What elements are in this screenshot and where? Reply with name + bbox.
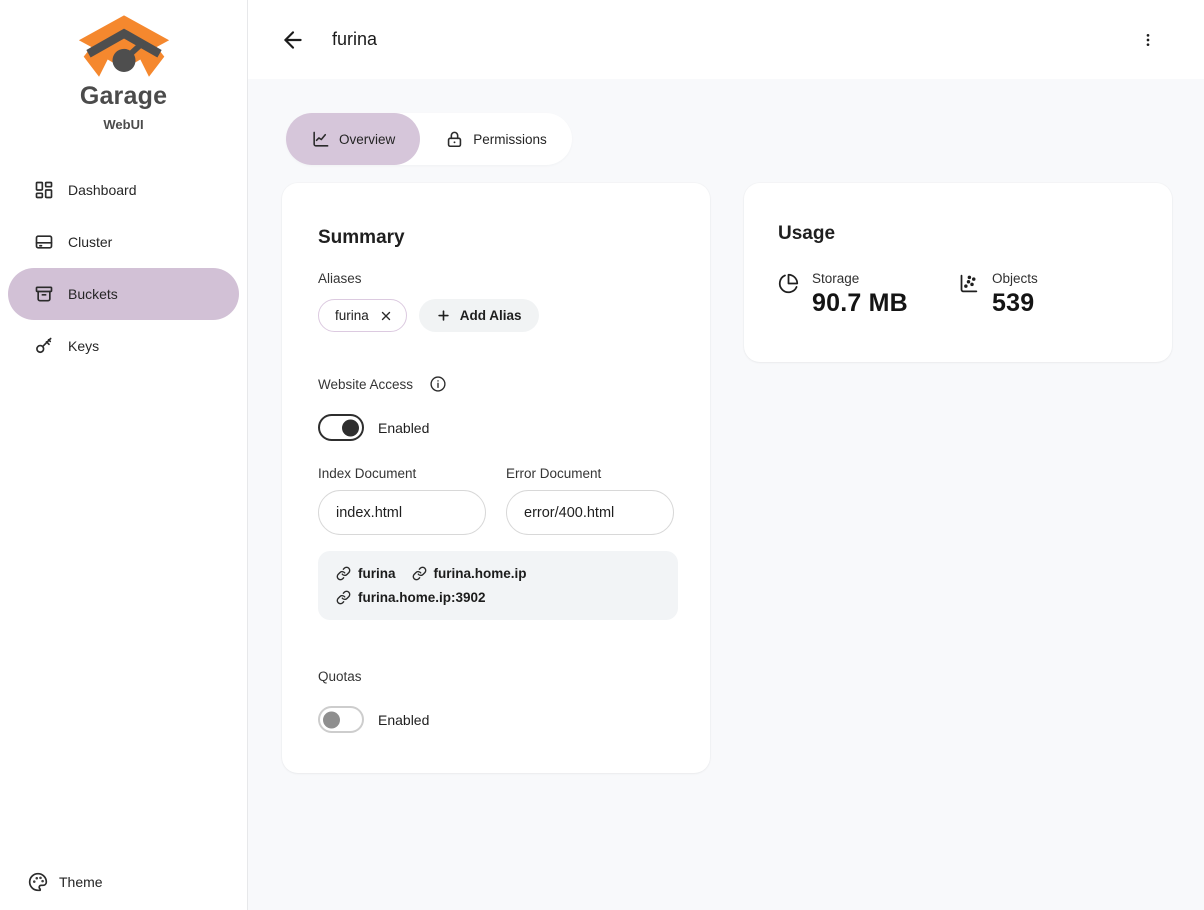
- tab-bar: Overview Permissions: [286, 113, 572, 165]
- sidebar-item-keys[interactable]: Keys: [8, 320, 239, 372]
- tab-label: Permissions: [473, 131, 547, 147]
- key-icon: [36, 337, 52, 354]
- toggle-knob: [323, 711, 340, 728]
- website-links-box: furina furina.home.ip: [318, 551, 678, 620]
- aliases-label: Aliases: [318, 271, 362, 286]
- sidebar-item-dashboard[interactable]: Dashboard: [8, 164, 239, 216]
- palette-icon: [28, 872, 48, 892]
- dashboard-grid-icon: [35, 181, 53, 199]
- quotas-label: Quotas: [318, 669, 362, 684]
- content: Overview Permissions Summary Aliases fur…: [248, 79, 1204, 910]
- alias-chip: furina: [318, 299, 407, 332]
- scatter-chart-icon: [960, 274, 978, 293]
- add-alias-label: Add Alias: [459, 308, 522, 323]
- sidebar: Garage WebUI Dashboard Cluster Buckets: [0, 0, 248, 910]
- plus-icon: [438, 310, 449, 321]
- website-link-text: furina.home.ip: [433, 566, 527, 581]
- quotas-toggle[interactable]: [318, 706, 364, 733]
- add-alias-button[interactable]: Add Alias: [418, 299, 539, 332]
- storage-value: 90.7 MB: [812, 289, 908, 317]
- link-icon: [336, 566, 351, 581]
- objects-label: Objects: [992, 271, 1038, 286]
- kebab-menu-icon[interactable]: [1140, 29, 1156, 51]
- website-access-toggle[interactable]: [318, 414, 364, 441]
- link-icon: [412, 566, 426, 581]
- x-icon[interactable]: [379, 309, 393, 323]
- bucket-archive-icon: [35, 286, 53, 302]
- main-area: furina Overview Permissions: [248, 0, 1204, 910]
- website-link-text: furina: [358, 566, 396, 581]
- objects-stat: Objects 539: [958, 271, 1138, 318]
- sidebar-item-label: Dashboard: [68, 182, 137, 198]
- index-document-input[interactable]: [318, 490, 486, 535]
- tab-overview[interactable]: Overview: [286, 113, 421, 165]
- error-document-input[interactable]: [506, 490, 674, 535]
- website-link-text: furina.home.ip:3902: [358, 590, 486, 605]
- summary-card: Summary Aliases furina Add Alias: [282, 183, 710, 773]
- brand-title: Garage: [79, 82, 168, 110]
- website-link[interactable]: furina.home.ip: [412, 566, 527, 581]
- sidebar-nav: Dashboard Cluster Buckets Keys: [0, 164, 247, 372]
- index-document-label: Index Document: [318, 466, 417, 481]
- garage-logo-icon: [78, 15, 169, 77]
- objects-value: 539: [992, 289, 1035, 317]
- usage-title: Usage: [778, 223, 836, 244]
- sidebar-item-label: Buckets: [68, 286, 118, 302]
- usage-card: Usage Storage 90.7 MB: [744, 183, 1172, 362]
- topbar: furina: [248, 0, 1204, 79]
- cluster-drive-icon: [35, 235, 53, 249]
- theme-label: Theme: [59, 874, 103, 890]
- website-link[interactable]: furina: [336, 566, 396, 581]
- website-link[interactable]: furina.home.ip:3902: [336, 590, 486, 605]
- summary-title: Summary: [318, 227, 405, 248]
- theme-button[interactable]: Theme: [28, 872, 103, 892]
- lock-icon: [448, 131, 462, 147]
- arrow-left-icon[interactable]: [280, 27, 306, 53]
- sidebar-item-cluster[interactable]: Cluster: [8, 216, 239, 268]
- toggle-knob: [342, 419, 359, 436]
- page-title: furina: [332, 29, 378, 49]
- website-access-toggle-label: Enabled: [378, 419, 430, 436]
- brand-logo: Garage WebUI: [76, 14, 172, 132]
- alias-chips: furina Add Alias: [318, 299, 674, 332]
- sidebar-item-label: Keys: [68, 338, 100, 354]
- sidebar-item-buckets[interactable]: Buckets: [8, 268, 239, 320]
- sidebar-item-label: Cluster: [68, 234, 113, 250]
- pie-chart-icon: [778, 273, 799, 294]
- brand-subtitle: WebUI: [103, 117, 144, 132]
- storage-stat: Storage 90.7 MB: [778, 271, 958, 318]
- tab-permissions[interactable]: Permissions: [420, 113, 572, 165]
- info-icon[interactable]: [429, 375, 447, 393]
- quotas-toggle-label: Enabled: [378, 711, 430, 728]
- chart-line-icon: [313, 131, 329, 147]
- link-icon: [336, 590, 351, 605]
- alias-chip-text: furina: [335, 308, 369, 323]
- storage-label: Storage: [812, 271, 860, 286]
- website-access-label: Website Access: [318, 376, 414, 392]
- error-document-label: Error Document: [506, 466, 602, 481]
- tab-label: Overview: [339, 131, 396, 147]
